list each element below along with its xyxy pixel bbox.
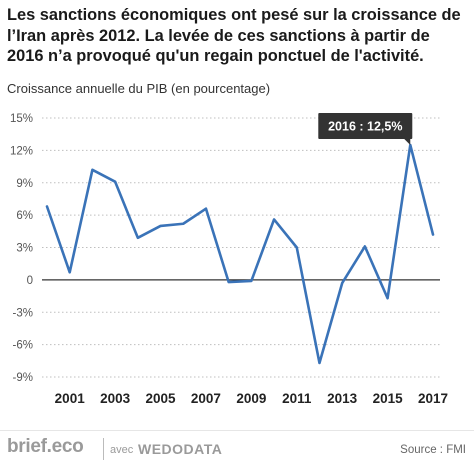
source-note: Source : FMI bbox=[400, 444, 466, 456]
x-tick-label: 2017 bbox=[418, 391, 448, 406]
y-tick-label: -6% bbox=[13, 340, 33, 352]
y-tick-label: 15% bbox=[10, 113, 33, 125]
callout: 2016 : 12,5% bbox=[318, 112, 413, 145]
x-tick-label: 2015 bbox=[373, 391, 404, 406]
y-tick-label: 3% bbox=[16, 243, 33, 255]
y-tick-label: -9% bbox=[13, 372, 33, 384]
x-tick-labels: 2001 2003 2005 2007 2009 2011 2013 2015 2017 bbox=[55, 391, 448, 406]
callout-box bbox=[318, 112, 413, 139]
footer-divider bbox=[0, 430, 474, 431]
series-lines bbox=[45, 143, 435, 365]
x-tick-label: 2005 bbox=[146, 391, 177, 406]
y-tick-label: 9% bbox=[16, 178, 33, 190]
x-tick-label: 2007 bbox=[191, 391, 221, 406]
partner-prefix: avec bbox=[110, 444, 134, 456]
x-tick-label: 2009 bbox=[236, 391, 266, 406]
series-line bbox=[45, 143, 435, 365]
brand-logo: brief.eco bbox=[7, 436, 84, 457]
y-tick-labels: 15% 12% 9% 6% 3% 0 -3% -6% -9% bbox=[10, 113, 33, 384]
x-tick-label: 2013 bbox=[327, 391, 358, 406]
chart-title: Les sanctions économiques ont pesé sur l… bbox=[7, 6, 461, 65]
brand-divider bbox=[103, 438, 104, 460]
callout-label: 2016 : 12,5% bbox=[328, 119, 402, 133]
callout-pointer bbox=[404, 138, 411, 145]
partner-logo: WEDODATA bbox=[138, 441, 223, 457]
x-tick-label: 2003 bbox=[100, 391, 131, 406]
grid-lines bbox=[42, 117, 440, 378]
y-tick-label: 0 bbox=[27, 275, 33, 287]
x-tick-label: 2011 bbox=[282, 391, 312, 406]
x-tick-label: 2001 bbox=[55, 391, 86, 406]
y-tick-label: -3% bbox=[13, 307, 33, 319]
y-tick-label: 12% bbox=[10, 145, 33, 157]
y-axis-label: Croissance annuelle du PIB (en pourcenta… bbox=[7, 81, 271, 96]
y-tick-label: 6% bbox=[16, 210, 33, 222]
